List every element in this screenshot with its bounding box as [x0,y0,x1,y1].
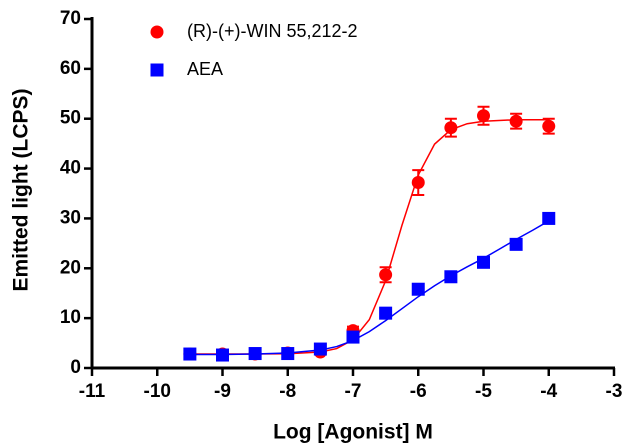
x-axis-title: Log [Agonist] M [273,421,433,444]
data-point [313,342,327,356]
data-point [542,119,556,133]
x-tick-label: -11 [79,381,106,402]
fit-curve [189,118,549,355]
data-point [509,114,523,128]
x-tick-label: -10 [144,381,171,402]
data-point [444,270,458,284]
data-point [346,330,360,344]
data-point [477,255,490,269]
x-tick-label: -4 [540,381,557,402]
x-tick-label: -9 [214,381,231,402]
y-tick-label: 40 [60,158,81,179]
fit-curve [189,220,550,356]
y-tick-label: 50 [60,108,81,129]
y-axis-title: Emitted light (LCPS) [10,89,33,292]
data-point [542,211,556,225]
x-tick-label: -7 [345,381,362,402]
x-tick-label: -5 [475,381,492,402]
data-point [216,348,229,362]
y-tick-label: 10 [60,307,81,328]
x-tick-label: -8 [279,381,296,402]
legend-label: AEA [187,59,223,79]
y-tick-label: 20 [60,257,81,278]
x-tick-label: -6 [410,381,427,402]
data-point [183,347,197,361]
y-tick-label: 70 [60,8,81,29]
data-point [379,268,393,282]
legend-label: (R)-(+)-WIN 55,212-2 [187,21,358,41]
data-point [281,347,295,361]
data-point [379,306,393,320]
legend-marker [150,25,164,39]
data-point [444,121,458,135]
y-tick-label: 0 [70,357,81,378]
data-point [477,109,490,123]
data-point [248,347,262,361]
data-point [509,237,523,251]
y-tick-label: 60 [60,58,81,79]
legend-marker [150,63,164,77]
x-tick-label: -3 [606,381,623,402]
data-point [411,176,425,190]
data-point [411,282,425,296]
y-tick-label: 30 [60,207,81,228]
